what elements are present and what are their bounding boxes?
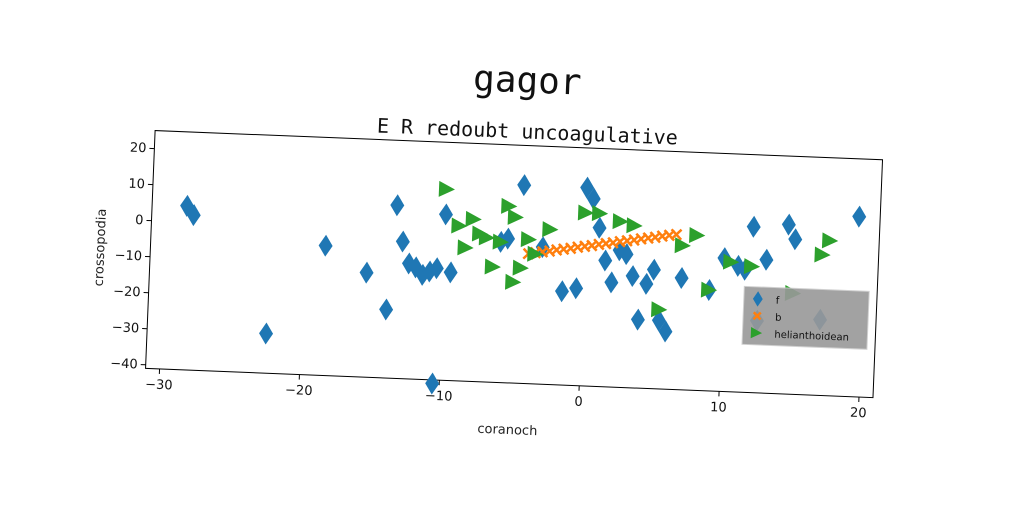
- x-tick-label: 20: [850, 406, 867, 422]
- x-tick-label: −20: [285, 383, 313, 399]
- legend-label: b: [775, 313, 782, 324]
- y-axis-label: crossopodia: [92, 208, 110, 286]
- y-tick-label: −30: [111, 320, 139, 336]
- x-tick-label: 0: [574, 395, 583, 410]
- x-tick-label: −30: [145, 377, 173, 393]
- y-tick-label: 10: [128, 177, 145, 193]
- y-tick-label: −40: [110, 356, 138, 372]
- y-tick-label: 20: [130, 141, 147, 157]
- x-axis-label: coranoch: [477, 422, 538, 439]
- y-tick-label: −10: [114, 248, 142, 264]
- x-tick-label: 10: [710, 400, 727, 416]
- chart-title: gagor: [472, 58, 582, 103]
- y-tick-label: −20: [113, 284, 141, 300]
- y-tick-label: 0: [135, 213, 144, 228]
- x-tick-label: −10: [425, 389, 453, 405]
